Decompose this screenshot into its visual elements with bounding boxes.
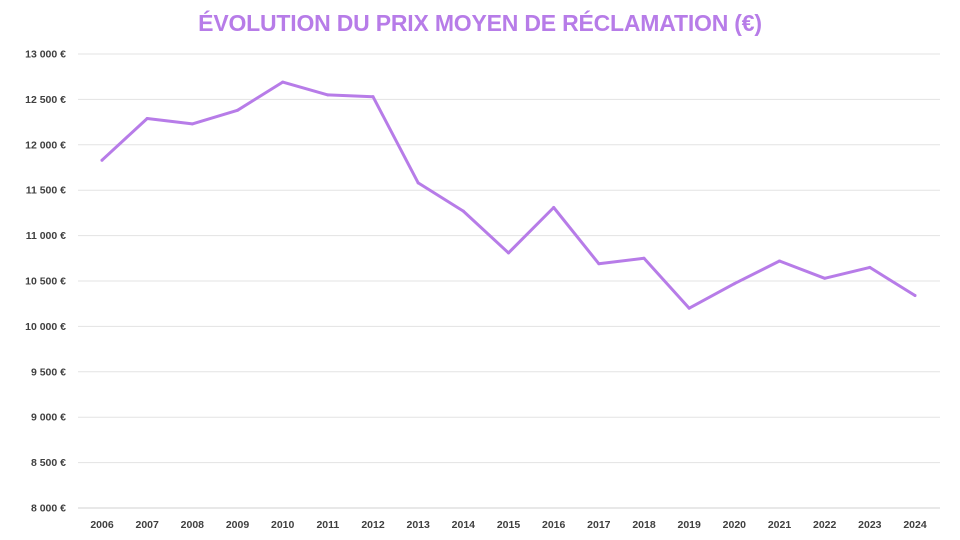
y-tick-label: 10 500 € bbox=[25, 276, 66, 288]
x-tick-label: 2010 bbox=[271, 519, 295, 531]
x-tick-label: 2009 bbox=[226, 519, 250, 531]
x-tick-label: 2017 bbox=[587, 519, 611, 531]
x-tick-label: 2024 bbox=[903, 519, 927, 531]
data-point bbox=[642, 256, 646, 260]
data-point bbox=[100, 158, 104, 162]
data-point bbox=[281, 80, 285, 84]
data-point bbox=[190, 122, 194, 126]
data-point bbox=[597, 262, 601, 266]
chart-title: ÉVOLUTION DU PRIX MOYEN DE RÉCLAMATION (… bbox=[198, 10, 762, 36]
x-tick-label: 2018 bbox=[632, 519, 656, 531]
y-tick-label: 13 000 € bbox=[25, 49, 66, 61]
data-point bbox=[732, 282, 736, 286]
series-layer bbox=[100, 80, 917, 310]
y-tick-label: 9 000 € bbox=[31, 412, 66, 424]
x-tick-label: 2013 bbox=[406, 519, 430, 531]
x-axis-ticks: 2006 2007 2008 2009 2010 2011 2012 2013 2014 2015… bbox=[90, 519, 927, 531]
data-point bbox=[552, 205, 556, 209]
x-tick-label: 2020 bbox=[723, 519, 747, 531]
y-tick-label: 10 000 € bbox=[25, 321, 66, 333]
x-tick-label: 2012 bbox=[361, 519, 385, 531]
y-tick-label: 12 500 € bbox=[25, 94, 66, 106]
x-tick-label: 2011 bbox=[316, 519, 339, 531]
data-point bbox=[416, 181, 420, 185]
x-tick-label: 2014 bbox=[452, 519, 476, 531]
data-point bbox=[868, 265, 872, 269]
series-line bbox=[100, 80, 917, 310]
x-tick-label: 2023 bbox=[858, 519, 882, 531]
data-point bbox=[507, 251, 510, 255]
y-axis-ticks: 8 000 € 8 500 € 9 000 € 9 500 € 10 000 € 10 5… bbox=[25, 49, 66, 515]
y-tick-label: 8 000 € bbox=[31, 503, 66, 515]
data-point bbox=[687, 306, 691, 310]
gridlines bbox=[78, 53, 940, 509]
y-tick-label: 8 500 € bbox=[31, 457, 66, 469]
data-point bbox=[326, 93, 330, 97]
y-tick-label: 12 000 € bbox=[25, 139, 66, 151]
data-point bbox=[823, 276, 827, 280]
data-point bbox=[236, 108, 239, 112]
y-tick-label: 11 000 € bbox=[26, 230, 66, 242]
x-tick-label: 2006 bbox=[90, 519, 114, 531]
data-point bbox=[778, 259, 781, 263]
x-tick-label: 2019 bbox=[677, 519, 701, 531]
x-tick-label: 2015 bbox=[497, 519, 521, 531]
x-tick-label: 2008 bbox=[181, 519, 205, 531]
x-tick-label: 2007 bbox=[135, 519, 159, 531]
x-tick-label: 2022 bbox=[813, 519, 837, 531]
y-tick-label: 9 500 € bbox=[31, 366, 66, 378]
x-tick-label: 2016 bbox=[542, 519, 566, 531]
data-point bbox=[913, 294, 917, 298]
data-point bbox=[461, 209, 465, 213]
y-tick-label: 11 500 € bbox=[26, 185, 66, 197]
data-point bbox=[145, 116, 149, 120]
data-point bbox=[371, 95, 375, 99]
x-tick-label: 2021 bbox=[768, 519, 792, 531]
